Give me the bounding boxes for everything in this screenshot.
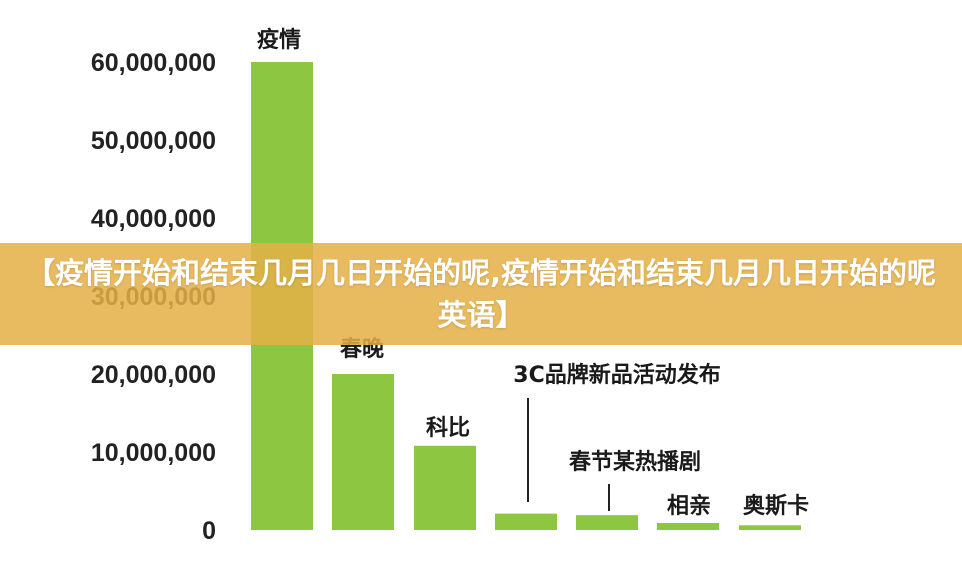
bar [414, 445, 476, 530]
y-tick-label: 60,000,000 [91, 49, 216, 77]
y-tick-label: 40,000,000 [91, 205, 216, 233]
bar [657, 522, 719, 530]
y-tick-label: 20,000,000 [91, 361, 216, 389]
bar [576, 515, 638, 530]
bar-label: 奥斯卡 [743, 493, 809, 519]
banner-text: 【疫情开始和结束几月几日开始的呢,疫情开始和结束几月几日开始的呢英语】 [25, 256, 937, 332]
y-tick-label: 0 [202, 517, 216, 545]
bar [739, 525, 801, 530]
bar-label: 3C品牌新品活动发布 [513, 362, 720, 388]
y-tick-label: 50,000,000 [91, 127, 216, 155]
title-banner: 【疫情开始和结束几月几日开始的呢,疫情开始和结束几月几日开始的呢英语】 [0, 243, 962, 345]
bar-label: 春节某热播剧 [569, 449, 701, 475]
bar-label: 相亲 [667, 494, 711, 519]
bar [495, 513, 557, 530]
bar-label: 疫情 [257, 27, 301, 53]
leader-lines [527, 398, 610, 511]
y-tick-label: 10,000,000 [91, 439, 216, 467]
bar-label: 科比 [426, 416, 470, 441]
bar [332, 374, 394, 530]
